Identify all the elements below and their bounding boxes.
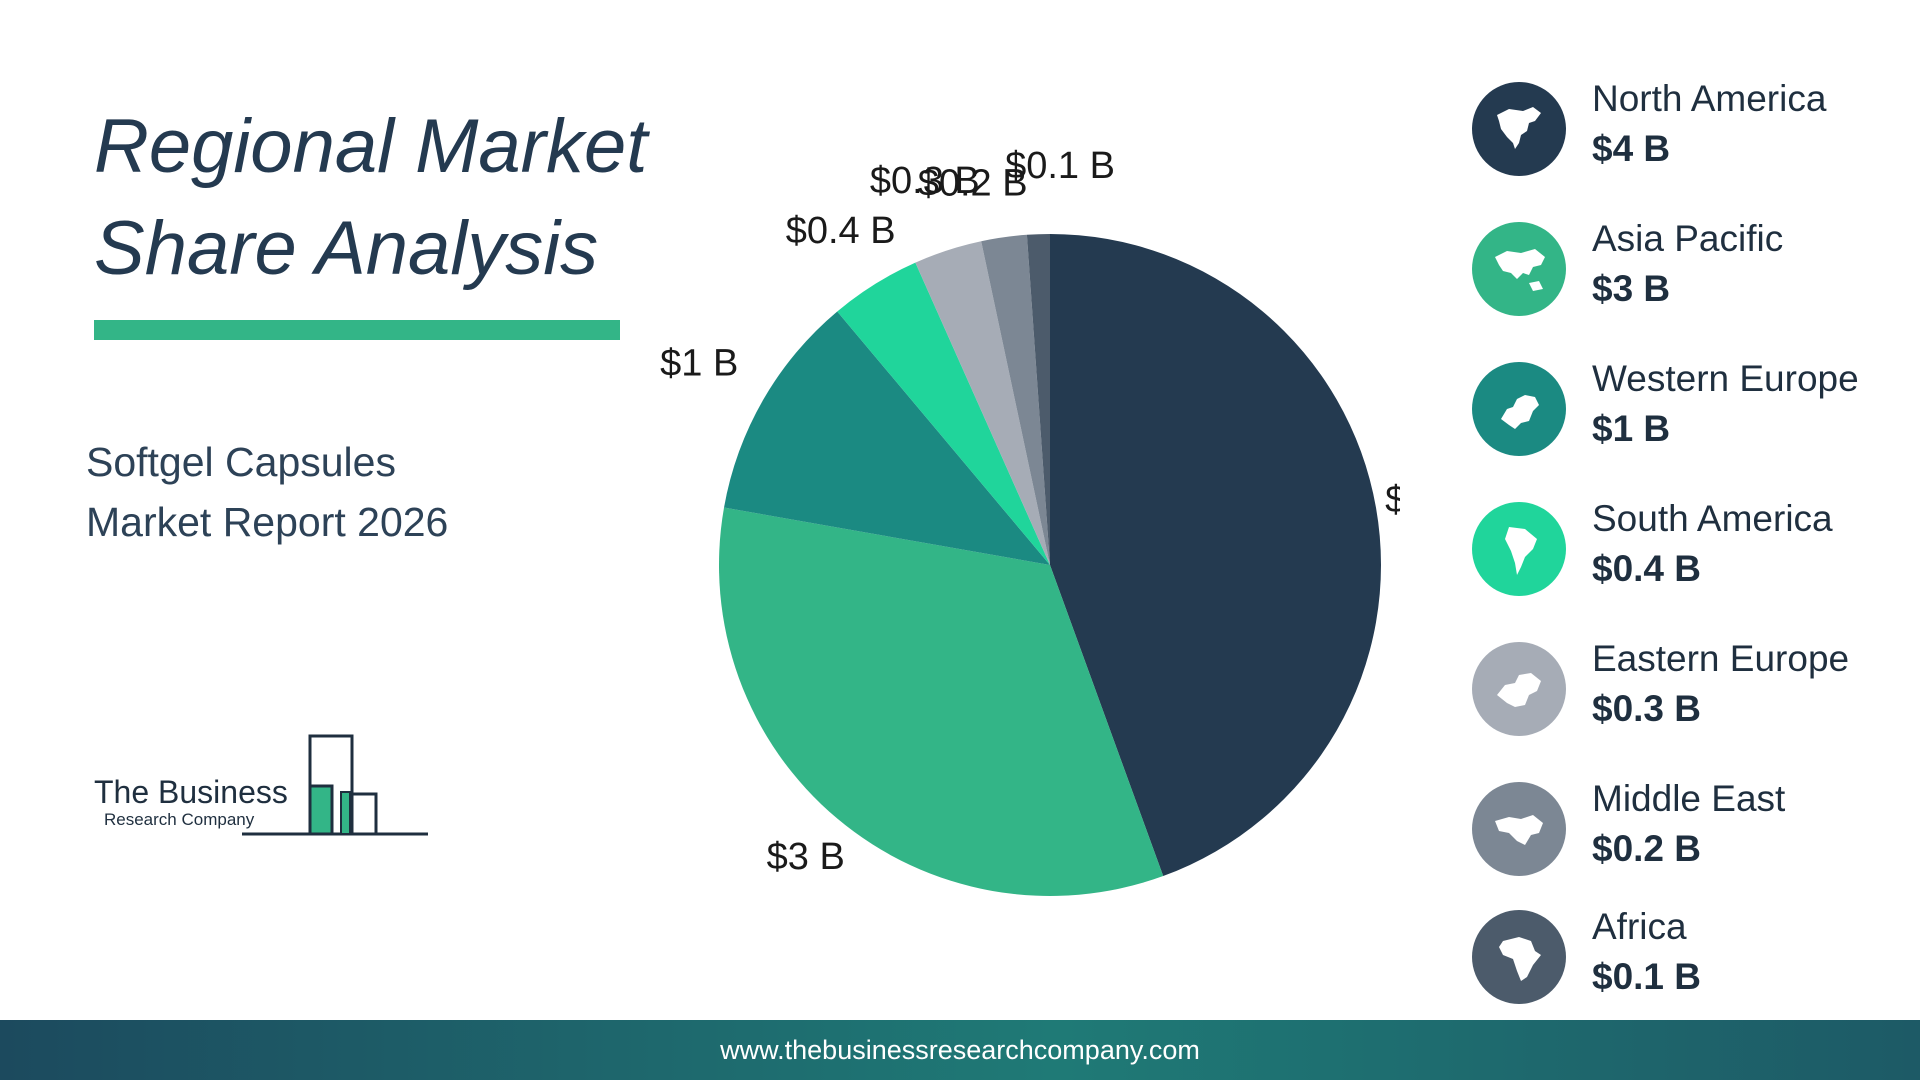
legend-item-asia-pacific: Asia Pacific $3 B — [1472, 218, 1912, 328]
middle-east-map-icon — [1472, 782, 1566, 876]
legend-item-western-europe: Western Europe $1 B — [1472, 358, 1912, 468]
africa-map-icon — [1472, 910, 1566, 1004]
pie-slice-south-america — [837, 262, 1050, 565]
title-underline — [94, 320, 620, 340]
data-label-eastern-europe: $0.3 B — [870, 160, 980, 202]
legend-label: Eastern Europe — [1592, 638, 1850, 679]
north-america-map-icon — [1472, 82, 1566, 176]
subtitle-line-2: Market Report 2026 — [86, 499, 449, 545]
pie-slice-asia-pacific — [719, 507, 1164, 896]
legend-label: South America — [1592, 498, 1833, 539]
company-logo: The Business Research Company — [92, 730, 442, 840]
title-line-1: Regional Market — [94, 104, 648, 189]
pie-chart: $4 B $3 B $1 B $0.4 B $0.3 B$0.2 B$0.1 B — [660, 145, 1400, 896]
legend-value: $0.2 B — [1592, 828, 1702, 869]
logo-buildings-icon — [242, 734, 428, 836]
legend-value: $1 B — [1592, 408, 1671, 449]
data-label-south-america: $0.4 B — [786, 210, 896, 252]
pie-slice-north-america — [1050, 234, 1381, 877]
legend-label: North America — [1592, 78, 1827, 119]
legend-label: Middle East — [1592, 778, 1786, 819]
title-line-2: Share Analysis — [94, 206, 599, 291]
south-america-map-icon — [1472, 502, 1566, 596]
legend-item-north-america: North America $4 B — [1472, 78, 1912, 188]
legend-label: Western Europe — [1592, 358, 1859, 399]
asia-pacific-map-icon — [1472, 222, 1566, 316]
logo-text-line-1: The Business — [94, 774, 288, 810]
legend-label: Asia Pacific — [1592, 218, 1784, 259]
page-title: Regional Market Share Analysis — [94, 96, 647, 300]
data-label-middle-east: $0.2 B — [918, 163, 1028, 205]
footer-website-link[interactable]: www.thebusinessresearchcompany.com — [720, 1034, 1200, 1065]
report-subtitle: Softgel Capsules Market Report 2026 — [86, 432, 448, 552]
legend-item-middle-east: Middle East $0.2 B — [1472, 778, 1912, 888]
footer-bar: www.thebusinessresearchcompany.com — [0, 1020, 1920, 1080]
legend-value: $3 B — [1592, 268, 1671, 309]
legend-item-eastern-europe: Eastern Europe $0.3 B — [1472, 638, 1912, 748]
legend-value: $0.1 B — [1592, 956, 1702, 997]
legend-item-africa: Africa $0.1 B — [1472, 906, 1912, 1016]
pie-slice-africa — [1026, 234, 1050, 565]
data-label-africa: $0.1 B — [1005, 145, 1115, 187]
legend-item-south-america: South America $0.4 B — [1472, 498, 1912, 608]
western-europe-map-icon — [1472, 362, 1566, 456]
pie-slice-western-europe — [724, 311, 1050, 565]
data-label-north-america: $4 B — [1385, 479, 1400, 521]
data-label-western-europe: $1 B — [660, 343, 738, 385]
legend-value: $4 B — [1592, 128, 1671, 169]
pie-slice-eastern-europe — [915, 241, 1050, 565]
data-label-asia-pacific: $3 B — [767, 836, 845, 878]
logo-text-line-2: Research Company — [104, 810, 255, 829]
legend-value: $0.4 B — [1592, 548, 1702, 589]
subtitle-line-1: Softgel Capsules — [86, 439, 396, 485]
pie-slice-middle-east — [981, 234, 1050, 565]
legend-value: $0.3 B — [1592, 688, 1702, 729]
legend-label: Africa — [1592, 906, 1687, 947]
eastern-europe-map-icon — [1472, 642, 1566, 736]
